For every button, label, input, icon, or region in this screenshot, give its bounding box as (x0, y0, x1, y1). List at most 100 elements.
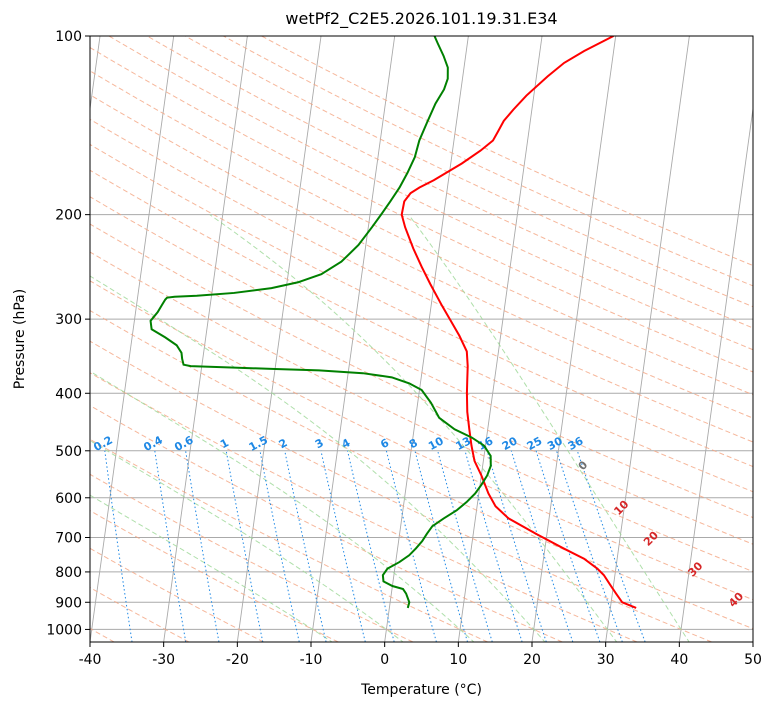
isotherm--50 (90, 36, 101, 112)
isotherm--40 (90, 36, 175, 642)
dry-adiabat-0 (90, 473, 414, 642)
x-tick-label: 20 (523, 652, 541, 668)
moist-adiabat-40 (408, 214, 690, 642)
isotherm-20 (531, 36, 617, 642)
y-tick-label: 600 (55, 491, 82, 507)
x-tick-label: 50 (744, 652, 762, 668)
dry-adiabat-160 (108, 36, 753, 351)
mixing-ratio-line (385, 450, 437, 642)
dry-adiabat-170 (146, 36, 753, 329)
y-axis: 100 200 300 400 500 600 700 800 900 1000 (46, 29, 90, 638)
moist-adiabat-label: 40 (726, 590, 746, 610)
mixing-ratio-line (185, 450, 220, 642)
chart-title: wetPf2_C2E5.2026.101.19.31.E34 (285, 9, 557, 29)
y-tick-label: 900 (55, 595, 82, 611)
isotherm-0 (384, 36, 469, 642)
dry-adiabat-100 (90, 169, 753, 493)
moist-adiabat-10 (90, 370, 475, 642)
mixing-ratio-label: 16 (476, 434, 496, 453)
y-tick-label: 700 (55, 531, 82, 547)
mixing-ratio-label: 30 (545, 434, 565, 453)
moist-adiabat-30 (209, 214, 618, 642)
moist-adiabat-20 (90, 275, 546, 642)
mixing-ratio-label: 25 (525, 434, 545, 453)
isotherm-lines (90, 36, 753, 642)
x-tick-label: -10 (300, 652, 323, 668)
dry-adiabat-50 (90, 310, 753, 630)
dry-adiabat-180 (184, 36, 753, 308)
isotherm--20 (236, 36, 322, 642)
mixing-ratio-label: 4 (340, 436, 353, 451)
mixing-ratio-line (225, 450, 264, 642)
dry-adiabat-30 (90, 372, 638, 642)
dry-adiabat-140 (90, 70, 753, 396)
y-tick-label: 400 (55, 386, 82, 402)
dry-adiabat-90 (90, 196, 753, 519)
x-tick-label: -30 (152, 652, 175, 668)
mixing-ratio-label: 6 (378, 436, 391, 451)
moist-adiabat-label: 20 (641, 528, 661, 548)
dry-adiabat-70 (90, 251, 753, 573)
dry-adiabat-40 (90, 340, 712, 642)
plot-frame (89, 35, 754, 643)
mixing-ratio-line (284, 450, 327, 642)
dry-adiabat-lines (90, 36, 753, 642)
dry-adiabat-60 (90, 280, 753, 601)
mixing-ratio-line (320, 450, 366, 642)
moist-adiabat-0 (90, 439, 404, 642)
mixing-ratio-line (414, 450, 468, 642)
x-tick-label: 0 (380, 652, 389, 668)
mixing-ratio-line (535, 450, 601, 642)
moist-adiabat-lines (90, 214, 690, 642)
mixing-ratio-line (464, 450, 523, 642)
mixing-ratio-line (154, 450, 187, 642)
y-tick-label: 300 (55, 312, 82, 328)
x-axis: -40 -30 -20 -10 0 10 20 30 40 50 (79, 642, 762, 668)
dewpoint-line (149, 36, 492, 609)
temperature-line (400, 36, 637, 609)
mixing-ratio-label: 13 (454, 434, 474, 453)
isotherm-40 (678, 105, 753, 642)
mixing-ratio-label: 36 (566, 434, 586, 453)
mixing-ratio-label: 10 (426, 434, 446, 453)
mixing-ratio-label: 20 (500, 434, 520, 453)
mixing-ratio-line (510, 450, 574, 642)
x-axis-label: Temperature (°C) (360, 682, 482, 698)
isotherm--30 (163, 36, 248, 642)
mixing-ratio-label: 1 (218, 436, 231, 451)
dry-adiabat-200 (261, 36, 753, 267)
background-labels: 0.10.20.40.611.52346810131620253036-100-… (91, 433, 746, 610)
mixing-ratio-label: 3 (313, 436, 326, 451)
mixing-ratio-line (556, 450, 623, 642)
dry-adiabat-150 (90, 46, 753, 373)
sounding-profiles (149, 36, 637, 609)
isotherm-30 (605, 36, 690, 642)
y-tick-label: 500 (55, 444, 82, 460)
y-tick-label: 1000 (46, 622, 82, 638)
dry-adiabat-120 (90, 118, 753, 443)
mixing-ratio-line (437, 450, 493, 642)
x-tick-label: 40 (670, 652, 688, 668)
x-tick-label: -40 (79, 652, 102, 668)
y-tick-label: 200 (55, 208, 82, 224)
dry-adiabat--10 (90, 510, 339, 642)
x-tick-label: 10 (449, 652, 467, 668)
dry-adiabat-130 (90, 94, 753, 419)
moist-adiabat--10 (90, 494, 333, 642)
y-tick-label: 800 (55, 565, 82, 581)
mixing-ratio-line (347, 450, 395, 642)
mixing-ratio-line (104, 450, 133, 642)
isotherm-50 (752, 638, 753, 642)
isotherm-10 (457, 36, 543, 642)
dry-adiabat-10 (90, 438, 488, 642)
mixing-ratio-line (259, 450, 300, 642)
dry-adiabat--30 (90, 586, 190, 642)
moist-adiabat-label: 10 (611, 498, 631, 518)
y-axis-label: Pressure (hPa) (12, 289, 28, 389)
dry-adiabat-80 (90, 223, 753, 545)
background-lines (90, 36, 753, 642)
mixing-ratio-lines (104, 450, 646, 642)
dry-adiabat-110 (90, 143, 753, 468)
dry-adiabat-20 (90, 404, 563, 642)
